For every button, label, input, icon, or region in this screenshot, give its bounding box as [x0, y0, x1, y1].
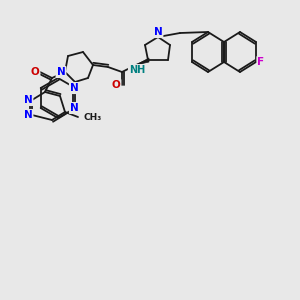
Text: N: N [70, 83, 79, 93]
Text: O: O [112, 80, 120, 90]
Text: N: N [57, 67, 65, 77]
Text: O: O [31, 67, 39, 77]
Text: N: N [24, 110, 32, 120]
Text: N: N [154, 27, 162, 37]
Text: CH₃: CH₃ [83, 112, 101, 122]
Text: N: N [70, 103, 79, 113]
Text: F: F [257, 57, 265, 67]
Text: N: N [24, 95, 32, 105]
Text: NH: NH [129, 65, 145, 75]
Polygon shape [136, 58, 149, 65]
